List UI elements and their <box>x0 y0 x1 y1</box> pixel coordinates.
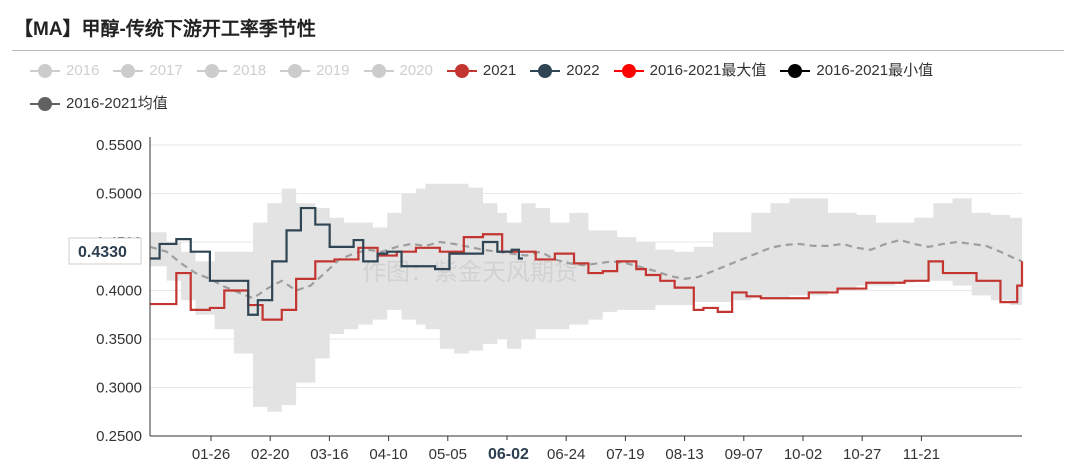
legend-marker-icon <box>530 64 561 78</box>
legend-label: 2022 <box>566 62 600 79</box>
cursor-y-badge-box <box>68 237 142 265</box>
legend-item-7[interactable]: 2016-2021最大值 <box>613 56 767 86</box>
legend-marker-icon <box>30 97 60 111</box>
x-tick-label: 02-20 <box>251 446 289 463</box>
legend-label: 2016-2021最小值 <box>816 62 934 79</box>
watermark: 作图：紫金天风期货 <box>362 259 578 286</box>
x-tick-label: 10-27 <box>843 446 881 463</box>
x-tick-label: 04-10 <box>369 446 407 463</box>
legend-item-2[interactable]: 2018 <box>196 56 267 86</box>
series-lines <box>149 206 1024 321</box>
series-line-2016-2021均值 <box>149 238 1023 300</box>
legend-item-8[interactable]: 2016-2021最小值 <box>780 56 933 86</box>
y-tick-label: 0.4000 <box>96 283 142 300</box>
legend-marker-icon <box>113 64 144 78</box>
legend-marker-icon <box>780 64 811 78</box>
legend-marker-icon <box>196 64 227 78</box>
cursor-indicator: 0.4330 06-02 <box>68 237 546 464</box>
series-line-2021 <box>150 233 1024 321</box>
x-tick-label: 10-02 <box>784 446 822 463</box>
y-tick-label: 0.5000 <box>96 186 142 203</box>
x-tick-label: 08-13 <box>665 446 703 463</box>
legend-label: 2016 <box>66 62 100 79</box>
legend-item-3[interactable]: 2019 <box>280 56 350 86</box>
legend-item-6[interactable]: 2022 <box>530 56 600 86</box>
title-divider <box>12 50 1064 51</box>
legend-label: 2019 <box>316 62 350 79</box>
y-tick-label: 0.3500 <box>96 331 142 348</box>
y-axis-labels: 0.25000.30000.35000.40000.45000.50000.55… <box>96 137 142 445</box>
x-tick-label: 05-05 <box>429 446 467 463</box>
cursor-x-value: 06-02 <box>488 446 529 463</box>
chart-title: 【MA】甲醇-传统下游开工率季节性 <box>14 19 316 40</box>
legend-label: 2017 <box>149 62 183 79</box>
legend-label: 2020 <box>399 62 433 79</box>
y-tick-label: 0.3000 <box>96 380 142 397</box>
legend-item-4[interactable]: 2020 <box>363 56 433 86</box>
x-tick-label: 03-16 <box>310 446 348 463</box>
min-max-band <box>150 183 1022 412</box>
legend-marker-icon <box>363 64 394 78</box>
legend-item-5[interactable]: 2021 <box>446 56 517 86</box>
legend-label: 2016-2021均值 <box>66 95 168 112</box>
legend-marker-icon <box>280 64 311 78</box>
legend-marker-icon <box>446 64 477 78</box>
legend-label: 2021 <box>482 62 517 79</box>
cursor-y-value: 0.4330 <box>78 244 127 261</box>
x-tick-label: 11-21 <box>903 446 940 463</box>
legend-item-1[interactable]: 2017 <box>113 56 183 86</box>
x-tick-label: 06-24 <box>547 446 585 463</box>
x-tick-label: 09-07 <box>725 446 763 463</box>
legend-label: 2016-2021最大值 <box>649 62 767 79</box>
legend-marker-icon <box>613 64 644 78</box>
x-axis-labels: 01-26 02-20 03-16 04-10 05-05 06-24 07-19 08-13… <box>192 436 940 463</box>
cursor-x-badge-box <box>482 440 546 464</box>
series-line-2022 <box>150 206 523 316</box>
axes <box>149 137 1022 437</box>
x-tick-label: 01-26 <box>192 446 230 463</box>
x-tick-label: 07-19 <box>606 446 644 463</box>
chart-legend: 2016 2017 2018 2019 2020 2021 2022 2016-2021最大值… <box>30 56 1070 122</box>
legend-item-9[interactable]: 2016-2021均值 <box>30 89 168 119</box>
y-tick-label: 0.5500 <box>96 137 142 154</box>
legend-marker-icon <box>30 64 60 78</box>
legend-item-0[interactable]: 2016 <box>30 56 99 86</box>
max-min-band-area <box>150 183 1022 412</box>
legend-label: 2018 <box>232 62 267 79</box>
y-tick-label: 0.2500 <box>96 428 142 445</box>
